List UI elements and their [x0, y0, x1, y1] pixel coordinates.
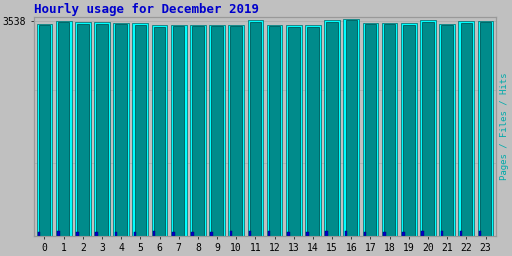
Bar: [250, 22, 261, 236]
Bar: [458, 21, 474, 236]
Bar: [56, 21, 72, 236]
Bar: [269, 26, 281, 236]
Y-axis label: Pages / Files / Hits: Pages / Files / Hits: [500, 72, 509, 180]
Bar: [230, 26, 242, 236]
Bar: [133, 23, 148, 236]
Bar: [171, 25, 186, 236]
Bar: [77, 24, 89, 236]
Bar: [247, 20, 263, 236]
Bar: [154, 27, 165, 236]
Bar: [38, 232, 40, 236]
Bar: [364, 231, 366, 236]
Bar: [401, 23, 417, 236]
Bar: [402, 232, 404, 236]
Bar: [480, 23, 491, 236]
Bar: [324, 20, 340, 236]
Bar: [346, 20, 357, 236]
Bar: [115, 24, 127, 236]
Bar: [228, 25, 244, 236]
Bar: [362, 23, 378, 236]
Bar: [229, 231, 232, 236]
Bar: [75, 23, 91, 236]
Bar: [190, 25, 206, 236]
Bar: [365, 24, 376, 236]
Bar: [461, 23, 472, 236]
Bar: [421, 231, 424, 236]
Bar: [210, 232, 213, 236]
Bar: [152, 25, 167, 236]
Bar: [441, 25, 453, 236]
Bar: [134, 232, 136, 236]
Bar: [268, 231, 270, 236]
Bar: [249, 231, 251, 236]
Bar: [305, 25, 321, 236]
Bar: [460, 231, 462, 236]
Bar: [403, 25, 415, 236]
Bar: [383, 231, 386, 236]
Bar: [422, 22, 434, 236]
Bar: [382, 23, 397, 236]
Bar: [94, 23, 110, 236]
Bar: [307, 27, 318, 236]
Bar: [345, 231, 347, 236]
Bar: [287, 232, 290, 236]
Bar: [113, 23, 129, 236]
Text: Hourly usage for December 2019: Hourly usage for December 2019: [34, 3, 259, 16]
Bar: [420, 20, 436, 236]
Bar: [326, 231, 328, 236]
Bar: [58, 22, 70, 236]
Bar: [173, 26, 184, 236]
Bar: [135, 25, 146, 236]
Bar: [440, 231, 443, 236]
Bar: [288, 27, 300, 236]
Bar: [211, 26, 223, 236]
Bar: [36, 24, 52, 236]
Bar: [191, 231, 194, 236]
Bar: [478, 21, 494, 236]
Bar: [384, 24, 395, 236]
Bar: [172, 231, 175, 236]
Bar: [39, 25, 50, 236]
Bar: [57, 231, 59, 236]
Bar: [76, 231, 79, 236]
Bar: [115, 232, 117, 236]
Bar: [306, 232, 309, 236]
Bar: [96, 24, 108, 236]
Bar: [267, 25, 283, 236]
Bar: [344, 19, 359, 236]
Bar: [192, 26, 204, 236]
Bar: [326, 22, 338, 236]
Bar: [479, 231, 481, 236]
Bar: [286, 25, 302, 236]
Bar: [439, 24, 455, 236]
Bar: [153, 231, 156, 236]
Bar: [95, 232, 98, 236]
Bar: [209, 25, 225, 236]
